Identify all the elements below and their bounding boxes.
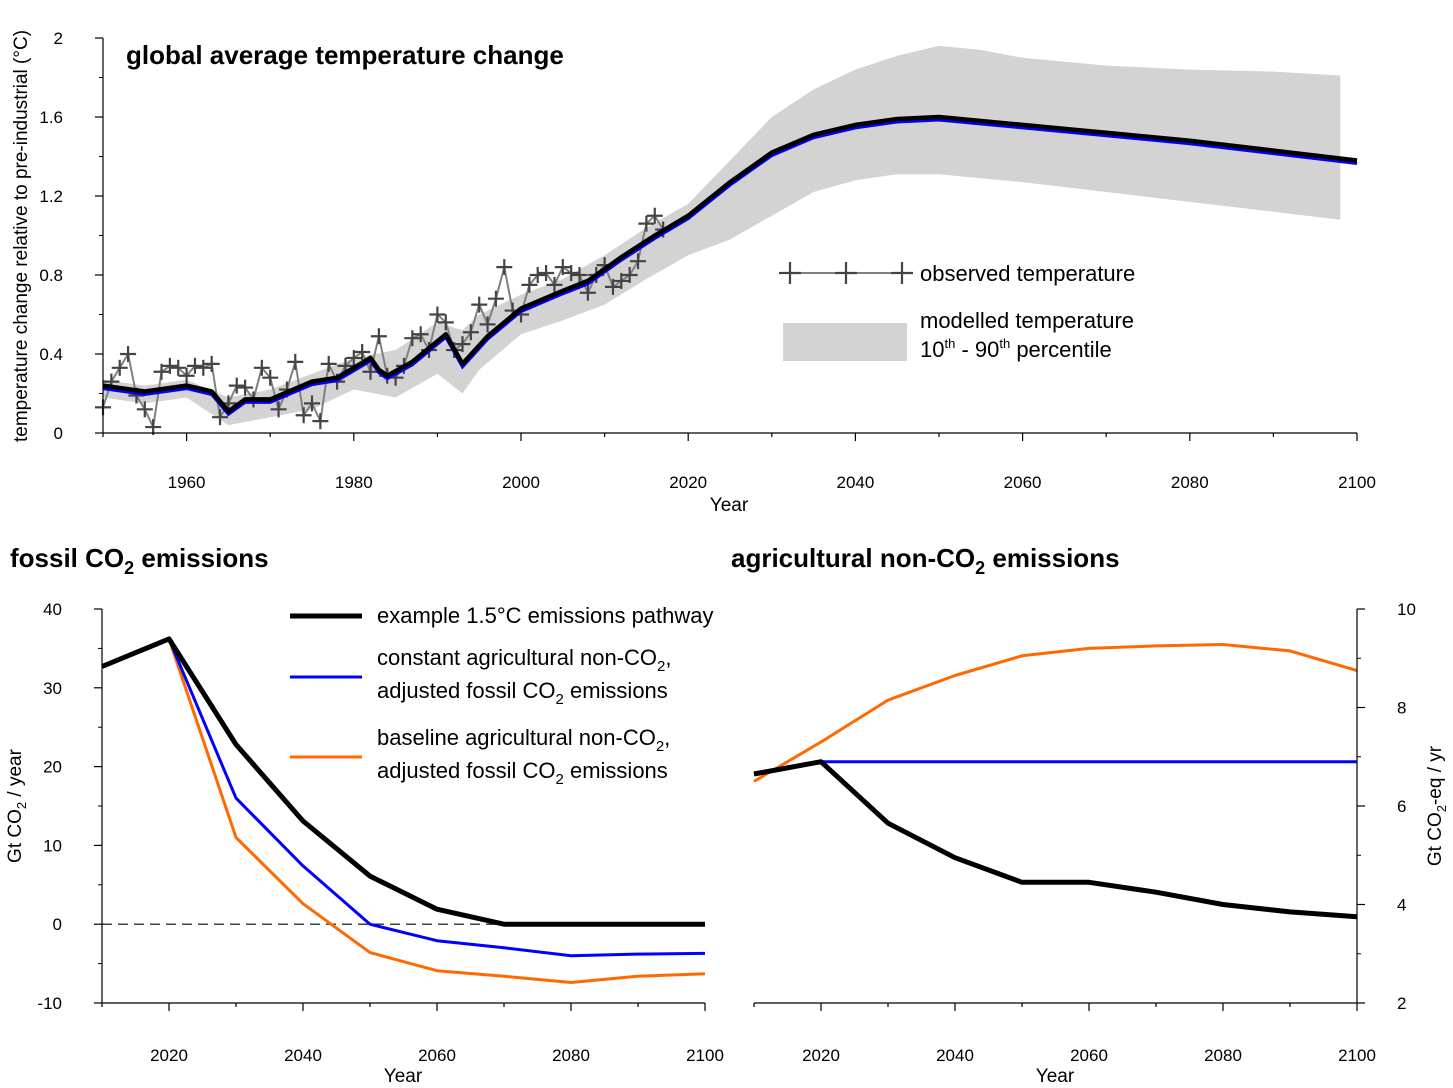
y-tick-label: -10 <box>37 994 62 1013</box>
x-tick-label: 1980 <box>335 473 373 492</box>
x-tick-label: 2100 <box>1338 473 1376 492</box>
fossil-co2-axes: -10 0 10 20 30 40 2020 2040 2060 2080 2100 <box>37 600 723 1065</box>
modelled-band-area <box>103 45 1341 426</box>
temperature-axes: 0 0.4 0.8 1.2 1.6 2 1960 1980 2000 2020 2040 2060 20… <box>39 29 1376 492</box>
x-tick-label: 2080 <box>1204 1046 1242 1065</box>
x-tick-label: 2040 <box>836 473 874 492</box>
series-line-1 <box>753 760 1357 776</box>
temperature-x-label: Year <box>710 495 749 516</box>
y-tick-label: 10 <box>1397 600 1416 619</box>
y-tick-label: 2 <box>1397 994 1406 1013</box>
series-line-0 <box>753 759 1358 920</box>
x-tick-label: 2100 <box>1338 1046 1376 1065</box>
y-tick-label: 1.6 <box>39 108 63 127</box>
y-tick-label: 10 <box>43 836 62 855</box>
modelled-blue-line <box>102 118 1358 417</box>
x-tick-label: 1960 <box>168 473 206 492</box>
x-tick-label: 2100 <box>686 1046 724 1065</box>
series-line-2 <box>101 637 706 984</box>
modelled-band <box>103 45 1341 426</box>
legend-baseline-label-1: baseline agricultural non-CO2, <box>377 725 670 755</box>
agricultural-axes: 2 4 6 8 10 2020 2040 2060 2080 2100 <box>753 600 1416 1065</box>
emissions-legend: example 1.5°C emissions pathway constant… <box>290 603 714 788</box>
legend-pathway-label: example 1.5°C emissions pathway <box>377 603 714 628</box>
x-tick-label: 2040 <box>936 1046 974 1065</box>
x-tick-label: 2080 <box>1171 473 1209 492</box>
x-tick-label: 2020 <box>150 1046 188 1065</box>
x-tick-label: 2020 <box>802 1046 840 1065</box>
fossil-co2-panel: fossil CO2 emissions -10 0 10 20 30 40 2020 204… <box>5 543 724 1087</box>
x-tick-label: 2040 <box>284 1046 322 1065</box>
temperature-panel: 0 0.4 0.8 1.2 1.6 2 1960 1980 2000 2020 2040 2060 20… <box>11 29 1376 516</box>
agricultural-y-label: Gt CO2-eq / yr <box>1425 745 1449 866</box>
x-tick-label: 2060 <box>1004 473 1042 492</box>
y-tick-label: 1.2 <box>39 187 63 206</box>
modelled-median-line <box>102 114 1358 414</box>
y-tick-label: 0.4 <box>39 345 63 364</box>
legend-band-swatch <box>783 323 907 361</box>
legend-band-label-2: 10th - 90th percentile <box>920 336 1112 362</box>
fossil-co2-title: fossil CO2 emissions <box>10 543 269 578</box>
x-tick-label: 2060 <box>418 1046 456 1065</box>
y-tick-label: 0 <box>53 915 62 934</box>
x-tick-label: 2080 <box>552 1046 590 1065</box>
temperature-y-label: temperature change relative to pre-indus… <box>11 30 32 442</box>
y-tick-label: 2 <box>54 29 63 48</box>
series-line-0 <box>101 636 705 927</box>
fossil-co2-x-label: Year <box>384 1066 423 1087</box>
agricultural-x-label: Year <box>1036 1066 1075 1087</box>
fossil-co2-y-label: Gt CO2 / year <box>5 748 29 863</box>
legend-constant-label-2: adjusted fossil CO2 emissions <box>377 678 668 708</box>
x-tick-label: 2020 <box>669 473 707 492</box>
agricultural-series <box>753 643 1358 920</box>
agricultural-title: agricultural non-CO2 emissions <box>731 543 1120 578</box>
x-tick-label: 2000 <box>502 473 540 492</box>
y-tick-label: 8 <box>1397 699 1406 718</box>
legend-observed-label: observed temperature <box>920 261 1135 286</box>
y-tick-label: 0 <box>54 424 63 443</box>
legend-baseline-label-2: adjusted fossil CO2 emissions <box>377 758 668 788</box>
x-tick-label: 2060 <box>1070 1046 1108 1065</box>
temperature-title: global average temperature change <box>126 40 564 70</box>
series-line-1 <box>101 637 706 958</box>
observed-series <box>95 207 672 436</box>
modelled-median-series <box>102 114 1358 417</box>
y-tick-label: 0.8 <box>39 266 63 285</box>
legend-band-label-1: modelled temperature <box>920 308 1134 333</box>
y-tick-label: 6 <box>1397 797 1406 816</box>
y-tick-label: 4 <box>1397 896 1406 915</box>
fossil-co2-series <box>101 636 706 984</box>
legend-observed-markers <box>779 262 913 284</box>
y-tick-label: 30 <box>43 679 62 698</box>
temperature-legend: observed temperature modelled temperatur… <box>779 261 1135 362</box>
legend-constant-label-1: constant agricultural non-CO2, <box>377 645 672 675</box>
y-tick-label: 20 <box>43 758 62 777</box>
series-line-2 <box>753 643 1358 783</box>
agricultural-panel: agricultural non-CO2 emissions 2 4 6 8 10 202… <box>731 543 1449 1087</box>
y-tick-label: 40 <box>43 600 62 619</box>
